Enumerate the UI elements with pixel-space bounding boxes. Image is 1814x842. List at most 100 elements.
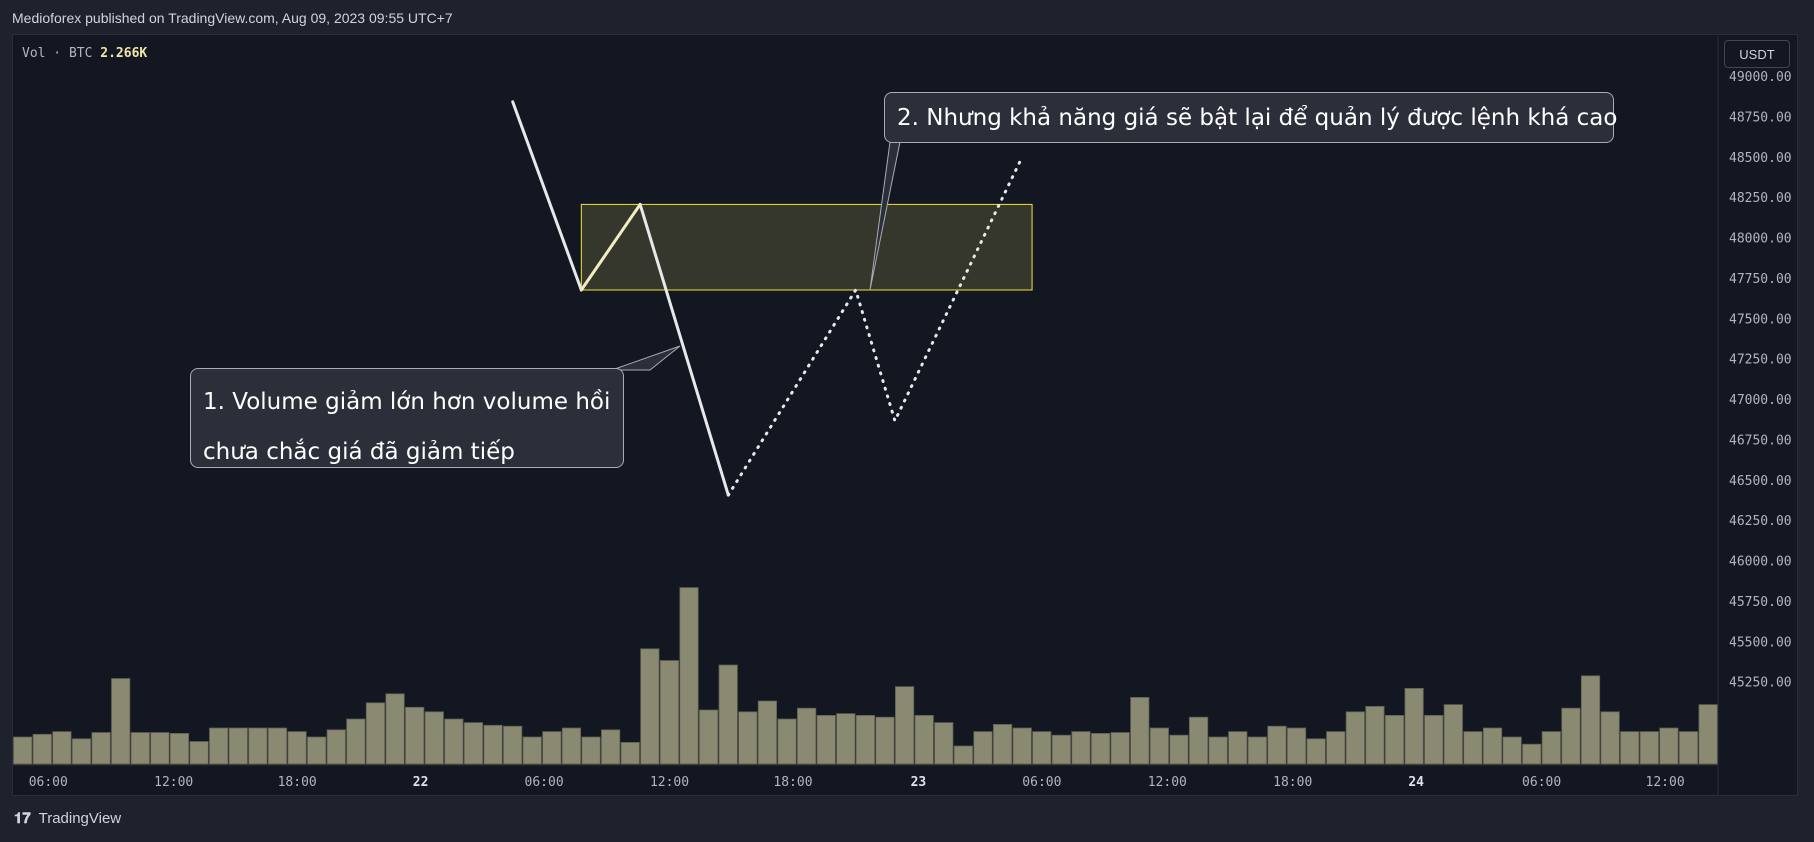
volume-bar[interactable] bbox=[228, 727, 248, 765]
volume-bar[interactable] bbox=[1188, 716, 1209, 765]
volume-bar[interactable] bbox=[32, 733, 52, 765]
volume-bar[interactable] bbox=[1659, 727, 1679, 765]
volume-bar[interactable] bbox=[150, 732, 170, 765]
volume-bar[interactable] bbox=[934, 722, 954, 765]
volume-bar[interactable] bbox=[992, 724, 1013, 765]
volume-bar[interactable] bbox=[836, 713, 856, 765]
volume-bar[interactable] bbox=[855, 715, 875, 765]
volume-bar[interactable] bbox=[1580, 675, 1601, 765]
volume-bar[interactable] bbox=[718, 664, 738, 765]
volume-bar[interactable] bbox=[1208, 736, 1228, 765]
volume-bar[interactable] bbox=[973, 731, 993, 765]
volume-bar[interactable] bbox=[1522, 743, 1542, 765]
volume-bar[interactable] bbox=[1678, 731, 1699, 765]
volume-bar[interactable] bbox=[522, 736, 542, 765]
volume-bar[interactable] bbox=[1404, 688, 1424, 765]
volume-bar[interactable] bbox=[601, 729, 621, 765]
volume-bar[interactable] bbox=[463, 722, 484, 765]
zone-rectangle[interactable] bbox=[580, 203, 1033, 291]
volume-bar[interactable] bbox=[953, 745, 973, 765]
volume-bar[interactable] bbox=[483, 724, 503, 765]
volume-bar[interactable] bbox=[581, 736, 601, 765]
volume-bar[interactable] bbox=[914, 715, 934, 765]
volume-bar[interactable] bbox=[1071, 731, 1091, 765]
volume-bar[interactable] bbox=[679, 587, 699, 765]
volume-bar[interactable] bbox=[738, 711, 758, 765]
volume-bar[interactable] bbox=[444, 718, 464, 765]
volume-bar[interactable] bbox=[659, 660, 680, 765]
volume-bar[interactable] bbox=[1267, 725, 1287, 765]
volume-bar[interactable] bbox=[1286, 727, 1307, 765]
volume-bar[interactable] bbox=[1384, 715, 1405, 765]
volume-bar[interactable] bbox=[1365, 706, 1385, 765]
volume-bar[interactable] bbox=[699, 709, 719, 765]
volume-bar[interactable] bbox=[816, 715, 836, 765]
volume-bar[interactable] bbox=[71, 738, 92, 765]
volume-bar[interactable] bbox=[777, 718, 797, 765]
volume-bar[interactable] bbox=[1561, 707, 1581, 765]
volume-bar[interactable] bbox=[189, 741, 209, 765]
price-path-segment[interactable] bbox=[579, 202, 642, 292]
volume-bar[interactable] bbox=[91, 732, 111, 765]
volume-bar[interactable] bbox=[1306, 738, 1326, 765]
volume-bar[interactable] bbox=[1051, 734, 1071, 765]
volume-bar[interactable] bbox=[346, 718, 366, 765]
volume-bar[interactable] bbox=[52, 731, 72, 765]
callout-2[interactable]: 2. Nhưng khả năng giá sẽ bật lại để quản… bbox=[884, 92, 1617, 143]
volume-bar[interactable] bbox=[1169, 734, 1189, 765]
volume-bar[interactable] bbox=[1326, 731, 1346, 765]
volume-bar[interactable] bbox=[561, 727, 582, 765]
volume-legend-label: Vol · BTC bbox=[22, 46, 93, 61]
volume-bar[interactable] bbox=[267, 727, 288, 765]
volume-bar[interactable] bbox=[1541, 731, 1561, 765]
volume-bar[interactable] bbox=[1090, 733, 1111, 765]
volume-bar[interactable] bbox=[1110, 732, 1130, 765]
chart-grid bbox=[13, 36, 1719, 796]
callout-1[interactable]: 1. Volume giảm lớn hơn volume hồi chưa c… bbox=[190, 368, 624, 468]
volume-bar[interactable] bbox=[326, 729, 346, 765]
volume-bar[interactable] bbox=[542, 731, 562, 765]
currency-button[interactable]: USDT bbox=[1724, 40, 1790, 68]
volume-bar[interactable] bbox=[111, 678, 131, 765]
volume-bar[interactable] bbox=[1130, 697, 1150, 765]
volume-bar[interactable] bbox=[169, 733, 190, 765]
volume-bar[interactable] bbox=[1345, 711, 1365, 765]
volume-bar[interactable] bbox=[1639, 731, 1659, 765]
projected-path[interactable] bbox=[726, 155, 1024, 497]
volume-bar[interactable] bbox=[405, 706, 425, 765]
volume-bar[interactable] bbox=[385, 693, 405, 765]
volume-bar[interactable] bbox=[365, 702, 386, 765]
volume-bar[interactable] bbox=[894, 686, 915, 765]
volume-bar[interactable] bbox=[209, 727, 229, 765]
price-path-segment[interactable] bbox=[511, 100, 583, 292]
volume-bar[interactable] bbox=[1463, 731, 1483, 765]
volume-bar[interactable] bbox=[13, 736, 33, 765]
volume-bar[interactable] bbox=[1012, 727, 1032, 765]
volume-bar[interactable] bbox=[1032, 731, 1052, 765]
volume-bar[interactable] bbox=[875, 716, 895, 765]
volume-bar[interactable] bbox=[1443, 704, 1463, 765]
volume-bar[interactable] bbox=[1482, 727, 1503, 765]
volume-bar[interactable] bbox=[248, 727, 268, 765]
volume-bar[interactable] bbox=[620, 742, 640, 765]
price-path-segment[interactable] bbox=[638, 202, 730, 497]
volume-bar[interactable] bbox=[757, 700, 778, 765]
volume-bar[interactable] bbox=[503, 725, 523, 765]
volume-bar[interactable] bbox=[424, 711, 444, 765]
volume-bar[interactable] bbox=[1620, 731, 1640, 765]
volume-bar[interactable] bbox=[1149, 727, 1169, 765]
volume-bar[interactable] bbox=[307, 736, 327, 765]
volume-bar[interactable] bbox=[1228, 731, 1248, 765]
volume-bar[interactable] bbox=[1698, 704, 1718, 765]
volume-bar[interactable] bbox=[1502, 736, 1522, 765]
volume-bar[interactable] bbox=[797, 707, 817, 765]
footer[interactable]: 𝟏𝟕 TradingView bbox=[14, 810, 121, 827]
time-tick-label: 06:00 bbox=[1022, 775, 1061, 790]
volume-bar[interactable] bbox=[1600, 711, 1620, 765]
volume-bar[interactable] bbox=[1247, 736, 1267, 765]
volume-bar[interactable] bbox=[1424, 715, 1444, 765]
volume-bar[interactable] bbox=[287, 731, 307, 765]
volume-bar[interactable] bbox=[130, 732, 150, 765]
volume-bar[interactable] bbox=[640, 648, 660, 765]
